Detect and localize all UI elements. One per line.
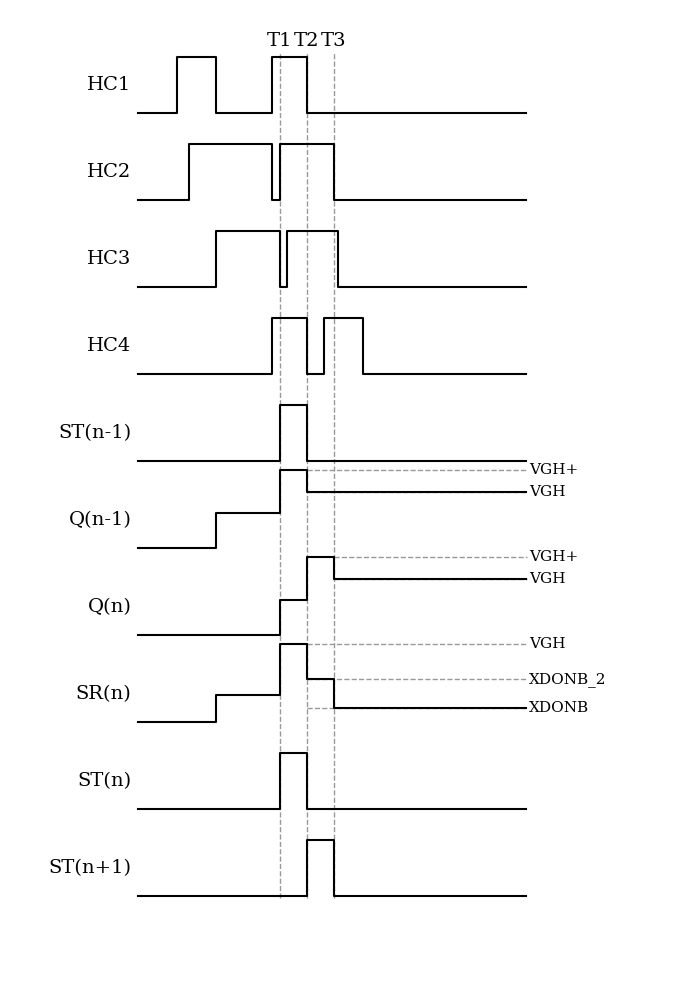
Text: HC3: HC3 [87,250,131,268]
Text: ST(n+1): ST(n+1) [49,859,131,877]
Text: XDONB_2: XDONB_2 [529,672,607,687]
Text: Q(n-1): Q(n-1) [69,511,131,529]
Text: HC2: HC2 [87,163,131,181]
Text: HC4: HC4 [87,337,131,355]
Text: ST(n-1): ST(n-1) [59,424,131,442]
Text: T2: T2 [294,32,319,50]
Text: HC1: HC1 [87,76,131,94]
Text: XDONB: XDONB [529,701,589,715]
Text: ST(n): ST(n) [78,772,131,790]
Text: VGH+: VGH+ [529,550,578,564]
Text: VGH: VGH [529,572,565,586]
Text: VGH: VGH [529,637,565,651]
Text: SR(n): SR(n) [75,685,131,703]
Text: T3: T3 [321,32,346,50]
Text: T1: T1 [267,32,293,50]
Text: VGH+: VGH+ [529,463,578,477]
Text: VGH: VGH [529,485,565,499]
Text: Q(n): Q(n) [88,598,131,616]
